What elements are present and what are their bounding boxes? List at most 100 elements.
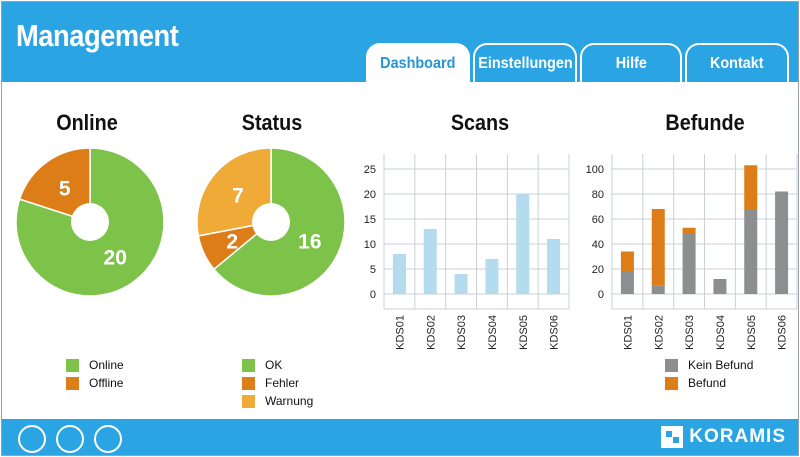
bar-kein-befund (651, 285, 665, 294)
bar-befund (651, 209, 665, 286)
y-tick-label: 0 (598, 289, 604, 301)
footer-bar: KORAMIS (2, 419, 798, 455)
legend-swatch (242, 394, 255, 408)
legend-swatch (665, 358, 678, 372)
online-pie-chart: 20 5 (15, 147, 165, 297)
tab-hilfe-label: Hilfe (615, 54, 647, 72)
legend-item-ok: OK (242, 356, 313, 374)
x-tick-label: KDS02 (653, 315, 665, 350)
koramis-logo: KORAMIS (661, 426, 786, 448)
legend-label: Kein Befund (688, 358, 754, 372)
circle-button-1[interactable] (18, 425, 46, 453)
legend-label: OK (265, 358, 283, 372)
pie-value-label: 7 (232, 185, 244, 208)
legend-item-fehler: Fehler (242, 374, 313, 392)
tab-kontakt-label: Kontakt (710, 54, 764, 72)
y-tick-label: 25 (364, 164, 376, 176)
online-legend: Online Offline (66, 356, 124, 392)
legend-label: Fehler (265, 376, 300, 390)
bar (454, 274, 468, 294)
befunde-legend: Kein Befund Befund (665, 356, 753, 392)
pie-hole (71, 203, 109, 241)
legend-item-online: Online (66, 356, 124, 374)
scans-chart-title: Scans (450, 110, 510, 135)
bar (547, 239, 561, 294)
legend-swatch (665, 376, 678, 390)
bar-kein-befund (682, 234, 696, 294)
bar-kein-befund (775, 191, 789, 294)
legend-swatch (242, 376, 255, 390)
pie-value-label: 16 (298, 230, 321, 253)
legend-item-kein-befund: Kein Befund (665, 356, 753, 374)
pie-slice-warnung (196, 147, 272, 237)
tab-dashboard-label: Dashboard (380, 55, 456, 72)
y-tick-label: 20 (364, 189, 376, 201)
y-tick-label: 0 (370, 289, 376, 301)
legend-item-befund: Befund (665, 374, 753, 392)
bar (423, 229, 437, 294)
tab-kontakt[interactable]: Kontakt (685, 43, 789, 82)
legend-item-warnung: Warnung (242, 392, 313, 410)
tab-hilfe[interactable]: Hilfe (580, 43, 682, 82)
y-tick-label: 60 (592, 214, 604, 226)
logo-icon (661, 426, 684, 448)
x-tick-label: KDS05 (746, 315, 758, 350)
online-chart-title: Online (56, 110, 118, 135)
x-tick-label: KDS05 (518, 315, 530, 350)
pie-hole (252, 203, 290, 241)
app-title: Management (16, 18, 179, 53)
legend-label: Warnung (265, 394, 314, 408)
pie-value-label: 2 (226, 230, 238, 253)
legend-label: Online (89, 358, 124, 372)
y-tick-label: 20 (592, 264, 604, 276)
y-tick-label: 80 (592, 189, 604, 201)
tab-einstellungen[interactable]: Einstellungen (473, 43, 577, 82)
y-tick-label: 40 (592, 239, 604, 251)
bar (516, 194, 530, 294)
header-bar: Management Dashboard Einstellungen Hilfe… (2, 2, 798, 83)
logo-text: KORAMIS (689, 426, 786, 447)
x-tick-label: KDS04 (715, 315, 727, 350)
y-tick-label: 100 (586, 164, 604, 176)
pie-value-label: 5 (59, 177, 71, 200)
legend-label: Offline (89, 376, 124, 390)
dashboard-panel: Online 20 5 Online Offline Status 16 2 7 OK… (2, 82, 798, 419)
legend-swatch (242, 358, 255, 372)
tab-einstellungen-label: Einstellungen (477, 54, 573, 72)
status-chart-title: Status (241, 110, 303, 135)
x-tick-label: KDS03 (456, 315, 468, 350)
befunde-bar-chart: 0 20 40 60 80 100 KDS01 KDS02 KDS03 KDS04 KDS05 KDS… (586, 154, 798, 350)
legend-item-offline: Offline (66, 374, 124, 392)
legend-swatch (66, 376, 79, 390)
bar-befund (620, 251, 634, 272)
bar-befund (744, 165, 758, 209)
x-tick-label: KDS06 (549, 315, 561, 350)
circle-button-3[interactable] (94, 425, 122, 453)
scans-bar-chart: 0 5 10 15 20 25 KDS01 KDS02 KDS03 KDS04 KDS05 KDS06 (364, 154, 570, 350)
pie-slice-online (15, 147, 165, 297)
x-tick-label: KDS03 (684, 315, 696, 350)
x-tick-label: KDS06 (777, 315, 789, 350)
x-tick-label: KDS04 (487, 315, 499, 350)
x-tick-label: KDS01 (622, 315, 634, 350)
bar-kein-befund (713, 279, 727, 294)
bar-kein-befund (744, 209, 758, 294)
legend-swatch (66, 358, 79, 372)
legend-label: Befund (688, 376, 727, 390)
bar (485, 259, 499, 294)
circle-button-2[interactable] (56, 425, 84, 453)
bar (392, 254, 406, 294)
x-tick-label: KDS01 (394, 315, 406, 350)
befunde-chart-title: Befunde (665, 110, 745, 135)
tab-dashboard[interactable]: Dashboard (366, 43, 470, 83)
bar-kein-befund (620, 271, 634, 294)
pie-slice-offline (18, 147, 91, 224)
x-tick-label: KDS02 (425, 315, 437, 350)
status-legend: OK Fehler Warnung (242, 356, 313, 410)
y-tick-label: 5 (370, 264, 376, 276)
y-tick-label: 10 (364, 239, 376, 251)
bar-befund (682, 227, 696, 234)
pie-value-label: 20 (104, 247, 127, 270)
